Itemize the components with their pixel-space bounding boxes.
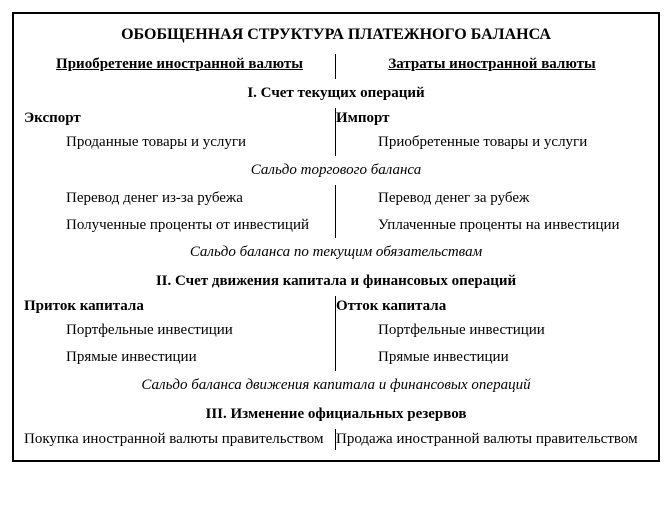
section-2-row-2: Прямые инвестиции Прямые инвестиции	[24, 344, 648, 371]
balance-structure-frame: ОБОБЩЕННАЯ СТРУКТУРА ПЛАТЕЖНОГО БАЛАНСА …	[12, 12, 660, 462]
import-label: Импорт	[336, 108, 648, 129]
capital-movement-saldo: Сальдо баланса движения капитала и финан…	[24, 371, 648, 400]
section-1-row-2: Перевод денег из-за рубежа Перевод денег…	[24, 185, 648, 212]
gov-currency-sale: Продажа иностранной валюты правительство…	[336, 429, 648, 450]
current-obligations-saldo: Сальдо баланса по текущим обязательствам	[24, 238, 648, 267]
section-1-row-1: Проданные товары и услуги Приобретенные …	[24, 129, 648, 156]
export-label: Экспорт	[24, 108, 336, 129]
purchased-goods-item: Приобретенные товары и услуги	[336, 129, 648, 156]
capital-inflow-label: Приток капитала	[24, 296, 336, 317]
section-1-heading: I. Счет текущих операций	[24, 79, 648, 108]
section-3-heading: III. Изменение официальных резервов	[24, 400, 648, 429]
capital-outflow-label: Отток капитала	[336, 296, 648, 317]
direct-inv-right: Прямые инвестиции	[336, 344, 648, 371]
direct-inv-left: Прямые инвестиции	[24, 344, 336, 371]
section-2-row-1: Портфельные инвестиции Портфельные инвес…	[24, 317, 648, 344]
main-title: ОБОБЩЕННАЯ СТРУКТУРА ПЛАТЕЖНОГО БАЛАНСА	[24, 26, 648, 44]
money-transfer-out-item: Перевод денег за рубеж	[336, 185, 648, 212]
paid-interest-item: Уплаченные проценты на инвестиции	[336, 212, 648, 239]
left-column-header: Приобретение иностранной валюты	[24, 54, 336, 79]
section-1-labels: Экспорт Импорт	[24, 108, 648, 129]
money-transfer-in-item: Перевод денег из-за рубежа	[24, 185, 336, 212]
section-2-heading: II. Счет движения капитала и финансовых …	[24, 267, 648, 296]
received-interest-item: Полученные проценты от инвестиций	[24, 212, 336, 239]
section-3-row: Покупка иностранной валюты правительство…	[24, 429, 648, 450]
section-2-labels: Приток капитала Отток капитала	[24, 296, 648, 317]
section-1-row-3: Полученные проценты от инвестиций Уплаче…	[24, 212, 648, 239]
sold-goods-item: Проданные товары и услуги	[24, 129, 336, 156]
gov-currency-purchase: Покупка иностранной валюты правительство…	[24, 429, 336, 450]
portfolio-inv-right: Портфельные инвестиции	[336, 317, 648, 344]
trade-balance-saldo: Сальдо торгового баланса	[24, 156, 648, 185]
portfolio-inv-left: Портфельные инвестиции	[24, 317, 336, 344]
right-column-header: Затраты иностранной валюты	[336, 54, 648, 79]
column-headers-row: Приобретение иностранной валюты Затраты …	[24, 54, 648, 79]
